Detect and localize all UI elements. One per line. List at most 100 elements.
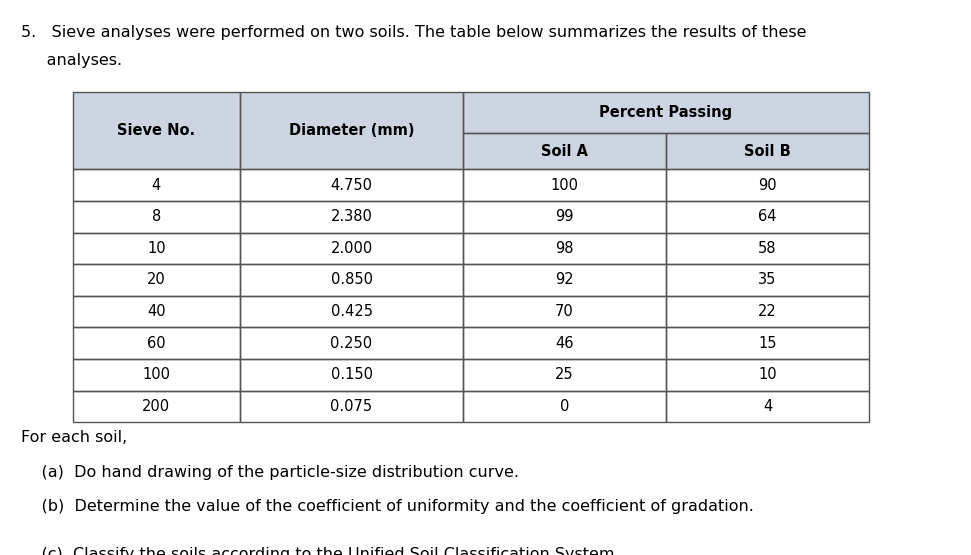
Text: Soil A: Soil A <box>541 144 588 159</box>
Bar <box>73 169 240 201</box>
Bar <box>73 233 240 264</box>
Bar <box>73 391 240 422</box>
Text: 22: 22 <box>758 304 777 319</box>
Bar <box>73 201 240 233</box>
Bar <box>666 391 869 422</box>
Text: 98: 98 <box>555 241 574 256</box>
Bar <box>463 391 666 422</box>
Bar <box>73 327 240 359</box>
Bar <box>463 296 666 327</box>
Bar <box>240 264 463 296</box>
Text: 100: 100 <box>551 178 579 193</box>
Text: 15: 15 <box>758 336 777 351</box>
Text: 70: 70 <box>555 304 574 319</box>
Bar <box>240 391 463 422</box>
Text: 0: 0 <box>560 399 569 414</box>
Bar <box>73 296 240 327</box>
Bar <box>240 391 463 422</box>
Bar <box>73 391 240 422</box>
Bar <box>240 169 463 201</box>
Bar <box>463 92 869 133</box>
Bar <box>73 327 240 359</box>
Text: 4.750: 4.750 <box>330 178 373 193</box>
Bar <box>73 233 240 264</box>
Text: 5.   Sieve analyses were performed on two soils. The table below summarizes the : 5. Sieve analyses were performed on two … <box>21 25 807 40</box>
Bar <box>463 92 869 133</box>
Text: (a)  Do hand drawing of the particle-size distribution curve.: (a) Do hand drawing of the particle-size… <box>21 465 519 480</box>
Bar <box>666 359 869 391</box>
Bar <box>240 233 463 264</box>
Text: 46: 46 <box>555 336 574 351</box>
Bar <box>666 133 869 169</box>
Text: Sieve No.: Sieve No. <box>117 123 195 138</box>
Bar <box>463 264 666 296</box>
Text: 25: 25 <box>555 367 574 382</box>
Bar <box>666 264 869 296</box>
Bar <box>666 169 869 201</box>
Text: Soil B: Soil B <box>744 144 791 159</box>
Bar <box>463 359 666 391</box>
Bar <box>666 233 869 264</box>
Bar <box>73 264 240 296</box>
Text: (b)  Determine the value of the coefficient of uniformity and the coefficient of: (b) Determine the value of the coefficie… <box>21 499 754 514</box>
Bar <box>240 264 463 296</box>
Bar <box>463 233 666 264</box>
Bar <box>666 327 869 359</box>
Bar <box>73 169 240 201</box>
Text: analyses.: analyses. <box>21 53 122 68</box>
Text: 0.425: 0.425 <box>330 304 373 319</box>
Bar <box>240 92 463 169</box>
Text: 90: 90 <box>758 178 777 193</box>
Bar <box>463 391 666 422</box>
Bar <box>463 296 666 327</box>
Text: For each soil,: For each soil, <box>21 430 127 445</box>
Text: 10: 10 <box>148 241 166 256</box>
Bar <box>73 359 240 391</box>
Bar <box>73 92 240 169</box>
Bar <box>666 359 869 391</box>
Bar <box>73 264 240 296</box>
Bar <box>666 133 869 169</box>
Bar <box>463 133 666 169</box>
Bar <box>463 133 666 169</box>
Bar <box>240 327 463 359</box>
Bar <box>666 296 869 327</box>
Bar <box>666 201 869 233</box>
Bar <box>666 264 869 296</box>
Text: 100: 100 <box>143 367 171 382</box>
Bar <box>666 327 869 359</box>
Bar <box>240 201 463 233</box>
Text: Diameter (mm): Diameter (mm) <box>288 123 415 138</box>
Bar <box>240 92 463 169</box>
Bar <box>463 169 666 201</box>
Bar <box>463 169 666 201</box>
Text: 40: 40 <box>148 304 166 319</box>
Text: 8: 8 <box>151 209 161 224</box>
Bar <box>463 327 666 359</box>
Bar <box>240 296 463 327</box>
Text: 20: 20 <box>147 273 166 287</box>
Bar <box>73 296 240 327</box>
Bar <box>666 391 869 422</box>
Bar <box>240 233 463 264</box>
Bar <box>240 169 463 201</box>
Text: 58: 58 <box>758 241 777 256</box>
Text: 64: 64 <box>758 209 777 224</box>
Bar <box>666 169 869 201</box>
Bar <box>240 359 463 391</box>
Bar <box>666 233 869 264</box>
Text: 4: 4 <box>763 399 772 414</box>
Bar <box>463 264 666 296</box>
Text: Percent Passing: Percent Passing <box>599 105 732 120</box>
Text: 0.250: 0.250 <box>330 336 373 351</box>
Bar <box>666 201 869 233</box>
Bar <box>240 201 463 233</box>
Bar <box>463 201 666 233</box>
Bar <box>463 201 666 233</box>
Bar <box>463 233 666 264</box>
Text: 2.380: 2.380 <box>330 209 373 224</box>
Text: 4: 4 <box>151 178 161 193</box>
Bar <box>463 327 666 359</box>
Text: 10: 10 <box>758 367 777 382</box>
Bar <box>463 359 666 391</box>
